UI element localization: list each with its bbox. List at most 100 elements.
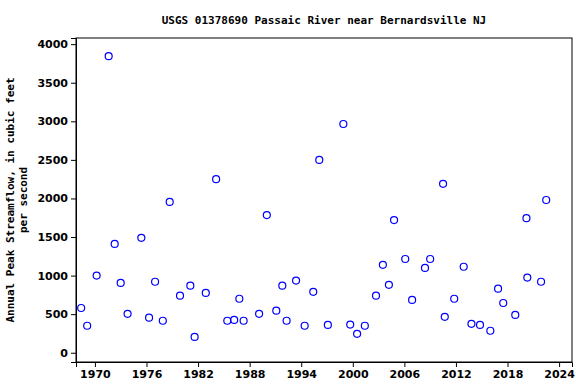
tick: 1500 (37, 231, 76, 244)
point (361, 322, 368, 329)
tick-label: 1994 (286, 368, 317, 381)
y-axis: 0 500 1000 1500 2000 2500 3000 3500 4000 (37, 38, 76, 362)
tick-mark (456, 362, 457, 367)
chart-container: USGS 01378690 Passaic River near Bernard… (0, 0, 576, 384)
point (84, 322, 91, 329)
point (240, 317, 247, 324)
tick-label: 1976 (132, 368, 163, 381)
tick-mark (250, 362, 251, 367)
point (477, 321, 484, 328)
tick-mark (71, 121, 76, 122)
point (324, 321, 331, 328)
point (422, 264, 429, 271)
tick-label: 2024 (544, 368, 575, 381)
point (279, 282, 286, 289)
tick: 500 (45, 308, 76, 321)
tick: 2018 (493, 362, 524, 381)
point (138, 234, 145, 241)
point (354, 330, 361, 337)
tick-mark (146, 362, 147, 367)
point (451, 295, 458, 302)
point (159, 317, 166, 324)
tick: 1970 (80, 362, 111, 381)
point (146, 314, 153, 321)
plot-frame (76, 38, 572, 362)
point (347, 321, 354, 328)
tick-mark (71, 83, 76, 84)
points (78, 53, 550, 341)
point (402, 256, 409, 263)
tick-mark (71, 276, 76, 277)
point (460, 263, 467, 270)
tick: 4000 (37, 38, 76, 51)
tick: 1988 (235, 362, 266, 381)
point (487, 327, 494, 334)
point (224, 317, 231, 324)
tick-label: 1988 (235, 368, 266, 381)
point (391, 217, 398, 224)
tick-label: 3000 (37, 115, 68, 128)
point (105, 53, 112, 60)
point (263, 212, 270, 219)
tick-mark (71, 198, 76, 199)
tick: 1000 (37, 270, 76, 283)
tick: 1994 (286, 362, 317, 381)
point (340, 121, 347, 128)
tick: 0 (60, 347, 76, 360)
axis-line (77, 363, 573, 368)
point (166, 198, 173, 205)
tick: 2500 (37, 154, 76, 167)
x-axis: 1970197619821988199420002006201220182024 (77, 362, 576, 381)
point (187, 282, 194, 289)
tick-label: 2000 (37, 192, 68, 205)
tick-label: 2018 (493, 368, 524, 381)
point (543, 197, 550, 204)
point (177, 292, 184, 299)
tick: 2024 (544, 362, 575, 381)
point (202, 289, 209, 296)
tick: 3500 (37, 77, 76, 90)
point (293, 277, 300, 284)
tick-mark (71, 314, 76, 315)
tick-label: 3500 (37, 77, 68, 90)
tick-label: 1970 (80, 368, 111, 381)
point (301, 322, 308, 329)
tick-label: 4000 (37, 38, 68, 51)
y-axis-title-line: Annual Peak Streamflow, in cubic feet (4, 77, 17, 322)
point (409, 296, 416, 303)
tick: 2012 (441, 362, 472, 381)
point (495, 285, 502, 292)
point (468, 320, 475, 327)
point (213, 176, 220, 183)
tick-label: 2006 (390, 368, 421, 381)
tick-mark (71, 44, 76, 45)
point (538, 278, 545, 285)
point (93, 272, 100, 279)
tick: 2000 (37, 192, 76, 205)
tick-mark (404, 362, 405, 367)
point (191, 333, 198, 340)
point (373, 292, 380, 299)
tick-label: 0 (60, 347, 68, 360)
tick: 3000 (37, 115, 76, 128)
point (500, 299, 507, 306)
point (236, 295, 243, 302)
point (512, 311, 519, 318)
point (524, 274, 531, 281)
point (310, 288, 317, 295)
tick-mark (95, 362, 96, 367)
tick-mark (559, 362, 560, 367)
point (111, 240, 118, 247)
point (256, 310, 263, 317)
tick-mark (508, 362, 509, 367)
chart-svg: USGS 01378690 Passaic River near Bernard… (0, 0, 576, 384)
tick-mark (71, 160, 76, 161)
point (316, 156, 323, 163)
tick-label: 2012 (441, 368, 472, 381)
title: USGS 01378690 Passaic River near Bernard… (162, 14, 487, 27)
point (379, 261, 386, 268)
tick-label: 1500 (37, 231, 68, 244)
point (78, 305, 85, 312)
tick-label: 2500 (37, 154, 68, 167)
point (283, 317, 290, 324)
